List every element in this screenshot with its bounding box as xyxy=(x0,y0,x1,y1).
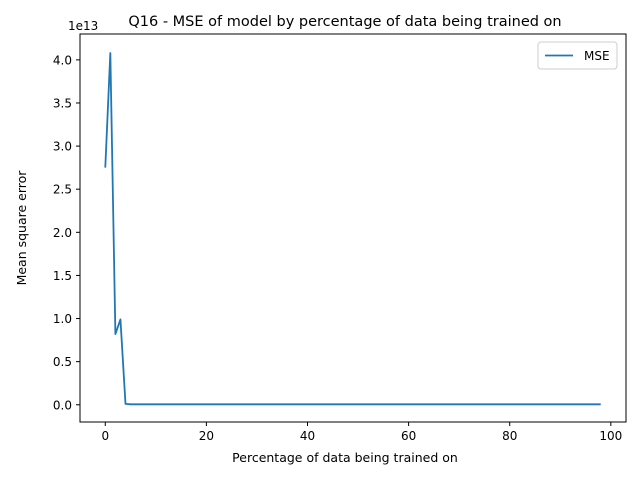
y-tick-label: 1.5 xyxy=(53,269,72,283)
x-tick-label: 100 xyxy=(599,429,622,443)
x-tick-label: 60 xyxy=(401,429,416,443)
chart-title: Q16 - MSE of model by percentage of data… xyxy=(128,14,561,30)
y-tick-label: 0.5 xyxy=(53,355,72,369)
legend: MSE xyxy=(537,41,618,70)
legend-label: MSE xyxy=(584,49,610,63)
tick-marks: 0 20 40 60 80 100 0.0 0.5 1.0 1.5 2.0 2.5 3.0 3.5 4.0 xyxy=(53,53,622,443)
y-tick-label: 0.0 xyxy=(53,398,72,412)
legend-box xyxy=(537,41,618,70)
y-tick-label: 4.0 xyxy=(53,53,72,67)
x-tick-label: 40 xyxy=(300,429,315,443)
y-axis-label: Mean square error xyxy=(14,170,29,286)
x-tick-label: 20 xyxy=(199,429,214,443)
x-axis-label: Percentage of data being trained on xyxy=(232,450,458,465)
y-tick-label: 2.0 xyxy=(53,226,72,240)
y-offset-label: 1e13 xyxy=(68,19,98,33)
y-tick-label: 3.5 xyxy=(53,96,72,110)
series-line-mse xyxy=(104,52,601,406)
y-tick-label: 3.0 xyxy=(53,140,72,154)
plot-area xyxy=(80,34,626,422)
x-tick-label: 0 xyxy=(101,429,109,443)
series-layer xyxy=(104,52,601,406)
x-tick-label: 80 xyxy=(502,429,517,443)
plot-frame xyxy=(79,33,627,423)
y-tick-label: 1.0 xyxy=(53,312,72,326)
y-tick-label: 2.5 xyxy=(53,183,72,197)
